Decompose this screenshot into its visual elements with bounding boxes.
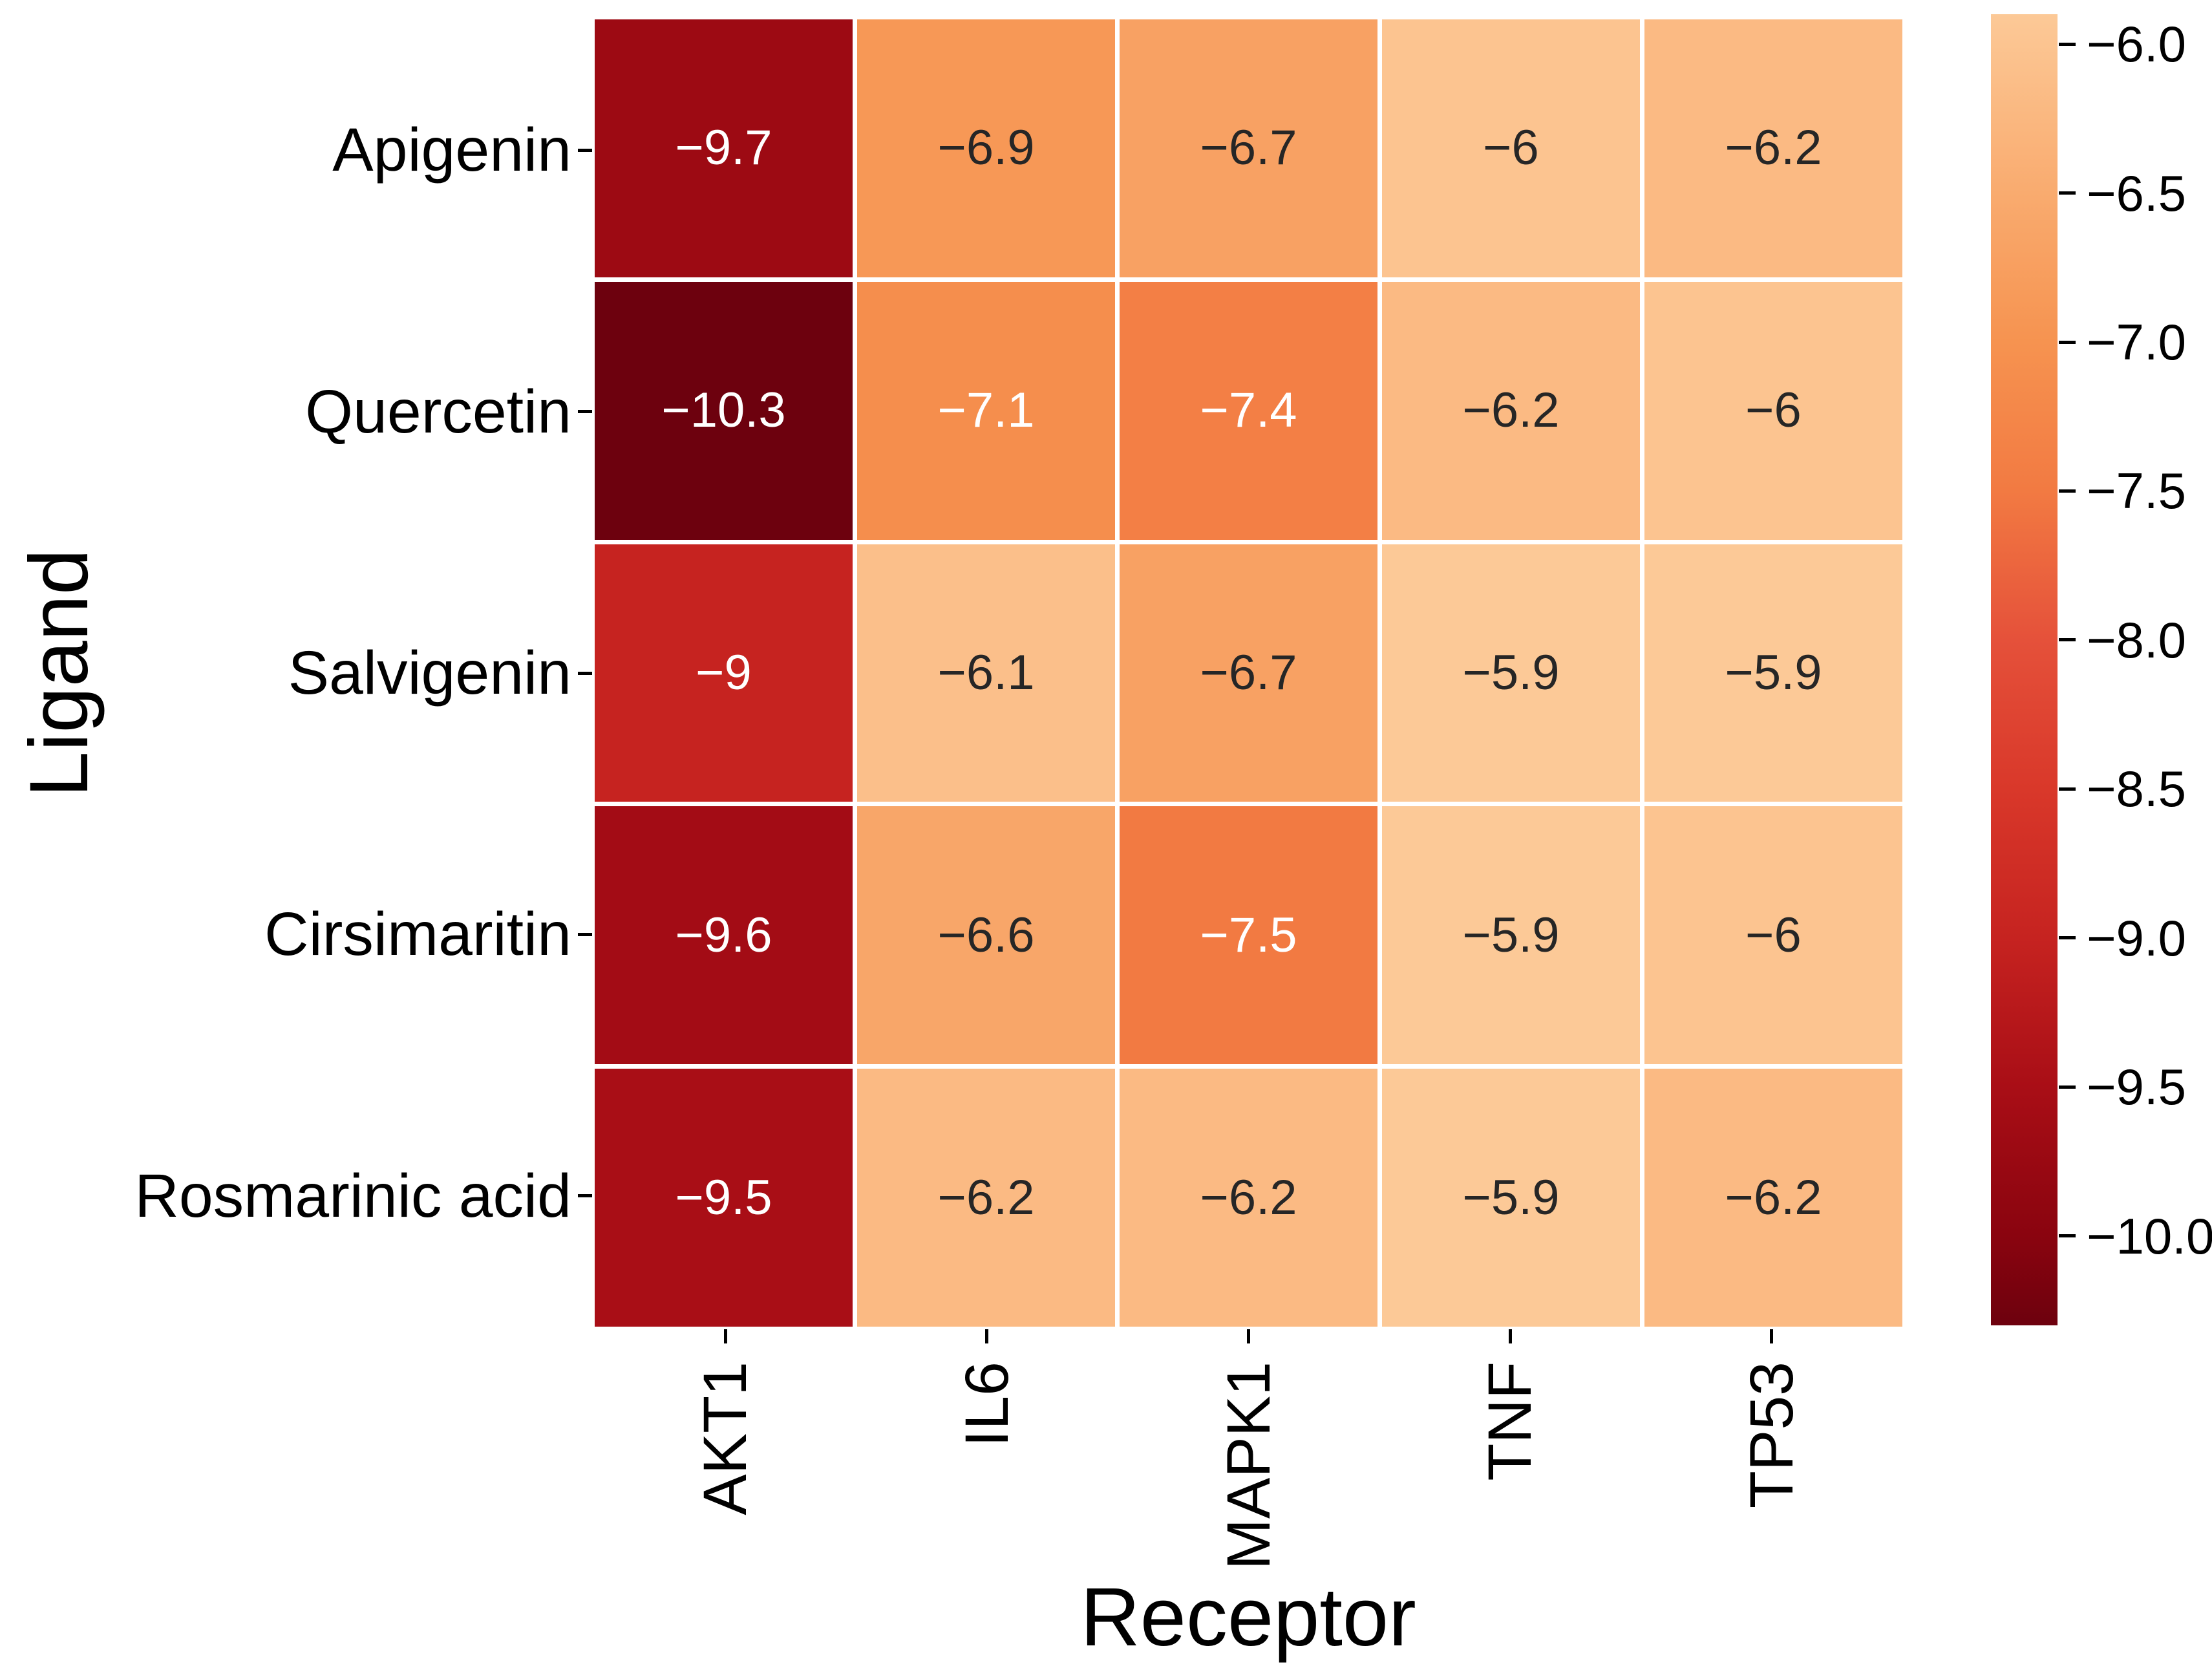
heatmap-cell-Quercetin-AKT1: −10.3 [595,281,853,540]
cell-value-label: −6 [1483,120,1539,176]
cell-value-label: −5.9 [1462,645,1560,700]
colorbar-tick-mark [2059,936,2076,940]
y-tick-mark [578,1194,592,1198]
heatmap-cell-Cirsimaritin-TP53: −6 [1644,806,1902,1065]
cell-value-label: −6.6 [937,907,1035,963]
x-tick-mark [723,1329,727,1343]
heatmap-cell-Salvigenin-MAPK1: −6.7 [1120,544,1377,802]
heatmap-cell-Apigenin-MAPK1: −6.7 [1120,19,1377,277]
x-tick-mark [1508,1329,1512,1343]
colorbar-tick-mark [2059,638,2076,642]
y-tick-label-Rosmarinic acid: Rosmarinic acid [134,1161,571,1230]
x-tick-label-MAPK1: MAPK1 [1214,1362,1283,1570]
cell-value-label: −6.2 [937,1170,1035,1225]
cell-value-label: −9 [696,645,752,700]
heatmap-cell-Apigenin-TNF: −6 [1382,19,1640,277]
cell-value-label: −9.6 [675,907,772,963]
colorbar-tick-mark [2059,191,2076,195]
heatmap-cell-Quercetin-IL6: −7.1 [857,281,1115,540]
y-tick-label-Apigenin: Apigenin [332,116,571,185]
y-tick-mark [578,148,592,152]
heatmap-cell-Salvigenin-TNF: −5.9 [1382,544,1640,802]
heatmap-cell-Salvigenin-AKT1: −9 [595,544,853,802]
cell-value-label: −6 [1745,907,1802,963]
cell-value-label: −6.9 [937,120,1035,176]
x-tick-label-TNF: TNF [1476,1362,1545,1481]
colorbar-tick-mark [2059,1234,2076,1238]
heatmap-cell-Apigenin-TP53: −6.2 [1644,19,1902,277]
colorbar-tick-mark [2059,42,2076,46]
y-tick-mark [578,671,592,675]
heatmap-cell-Cirsimaritin-AKT1: −9.6 [595,806,853,1065]
y-tick-label-Quercetin: Quercetin [305,377,571,446]
y-tick-label-Salvigenin: Salvigenin [288,639,571,707]
y-tick-mark [578,410,592,414]
colorbar-tick-label: −8.5 [2087,760,2186,818]
x-tick-mark [985,1329,989,1343]
heatmap-cell-Cirsimaritin-IL6: −6.6 [857,806,1115,1065]
cell-value-label: −10.3 [661,383,786,438]
cell-value-label: −6 [1745,383,1802,438]
heatmap-cell-Rosmarinic acid-TP53: −6.2 [1644,1069,1902,1327]
heatmap-cell-Cirsimaritin-MAPK1: −7.5 [1120,806,1377,1065]
cell-value-label: −7.4 [1200,383,1297,438]
x-tick-mark [1247,1329,1250,1343]
colorbar-tick-label: −9.5 [2087,1058,2186,1116]
heatmap-cell-Rosmarinic acid-IL6: −6.2 [857,1069,1115,1327]
heatmap-cell-Quercetin-TNF: −6.2 [1382,281,1640,540]
heatmap-cell-Rosmarinic acid-AKT1: −9.5 [595,1069,853,1327]
cell-value-label: −6.7 [1200,645,1297,700]
colorbar-tick-label: −6.5 [2087,164,2186,222]
heatmap-grid: −9.7 −6.9 −6.7 −6 −6.2 −10.3 −7.1 −7.4 −6.2 −6 −9 −… [595,19,1902,1327]
cell-value-label: −6.2 [1725,1170,1822,1225]
cell-value-label: −5.9 [1462,907,1560,963]
cell-value-label: −6.1 [937,645,1035,700]
x-tick-label-AKT1: AKT1 [691,1362,760,1515]
colorbar-tick-label: −6.0 [2087,16,2186,73]
heatmap-cell-Cirsimaritin-TNF: −5.9 [1382,806,1640,1065]
colorbar-tick-label: −10.0 [2087,1207,2212,1265]
colorbar-tick-label: −7.5 [2087,462,2186,520]
x-tick-label-TP53: TP53 [1737,1362,1806,1509]
colorbar-tick-label: −8.0 [2087,611,2186,668]
cell-value-label: −7.5 [1200,907,1297,963]
heatmap-cell-Rosmarinic acid-TNF: −5.9 [1382,1069,1640,1327]
cell-value-label: −6.2 [1725,120,1822,176]
cell-value-label: −5.9 [1462,1170,1560,1225]
colorbar-tick-label: −7.0 [2087,314,2186,370]
cell-value-label: −9.5 [675,1170,772,1225]
colorbar-tick-mark [2059,489,2076,493]
colorbar [1991,14,2058,1325]
colorbar-tick-mark [2059,1085,2076,1089]
colorbar-tick-mark [2059,340,2076,344]
heatmap-cell-Quercetin-MAPK1: −7.4 [1120,281,1377,540]
heatmap-cell-Salvigenin-TP53: −5.9 [1644,544,1902,802]
cell-value-label: −7.1 [937,383,1035,438]
heatmap-cell-Apigenin-IL6: −6.9 [857,19,1115,277]
heatmap-cell-Quercetin-TP53: −6 [1644,281,1902,540]
cell-value-label: −5.9 [1725,645,1822,700]
y-tick-label-Cirsimaritin: Cirsimaritin [264,900,571,969]
x-tick-mark [1770,1329,1774,1343]
y-tick-mark [578,932,592,936]
cell-value-label: −6.2 [1200,1170,1297,1225]
x-axis-title: Receptor [1080,1571,1416,1663]
cell-value-label: −6.7 [1200,120,1297,176]
colorbar-tick-label: −9.0 [2087,909,2186,967]
heatmap-cell-Apigenin-AKT1: −9.7 [595,19,853,277]
heatmap-cell-Salvigenin-IL6: −6.1 [857,544,1115,802]
cell-value-label: −6.2 [1462,383,1560,438]
cell-value-label: −9.7 [675,120,772,176]
colorbar-tick-mark [2059,787,2076,791]
x-tick-label-IL6: IL6 [952,1362,1021,1448]
heatmap-cell-Rosmarinic acid-MAPK1: −6.2 [1120,1069,1377,1327]
